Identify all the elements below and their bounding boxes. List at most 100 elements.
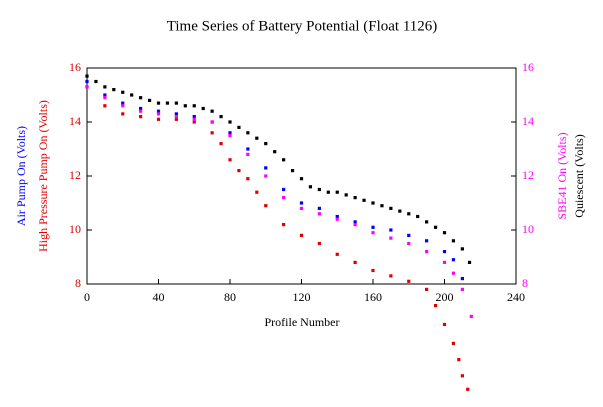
data-point (335, 190, 339, 194)
data-point (451, 239, 456, 243)
data-point (317, 241, 321, 246)
data-point (433, 304, 438, 308)
data-point (299, 233, 304, 237)
data-point (219, 142, 223, 146)
data-point (467, 260, 472, 264)
data-point (210, 109, 214, 113)
data-point (460, 247, 464, 251)
data-point (371, 231, 375, 235)
x-tick-label: 240 (507, 290, 525, 304)
data-point (451, 341, 456, 345)
data-point (416, 214, 420, 219)
data-point (460, 287, 464, 291)
data-point (457, 358, 461, 362)
data-point (228, 131, 232, 135)
data-point (371, 268, 375, 273)
data-point (371, 201, 375, 205)
data-point (290, 169, 295, 173)
data-point (228, 133, 232, 138)
data-point (85, 74, 89, 78)
data-point (121, 101, 125, 105)
data-point (121, 112, 125, 116)
data-point (282, 187, 286, 192)
data-point (228, 158, 232, 162)
data-point (380, 204, 384, 208)
x-axis-label: Profile Number (265, 315, 340, 329)
data-point (433, 225, 438, 229)
x-tick-label: 160 (364, 290, 382, 304)
y-tick-label: 8 (75, 276, 81, 290)
data-point (389, 206, 393, 210)
y2-tick-label: 16 (522, 60, 534, 74)
y-tick-label: 14 (69, 114, 81, 128)
data-point (282, 196, 286, 200)
data-point (219, 115, 223, 119)
data-point (174, 101, 178, 105)
data-point (335, 214, 339, 219)
data-point (273, 150, 277, 154)
data-point (174, 112, 178, 116)
data-point (442, 231, 447, 235)
y2-axis-label: SBE41 On (Volts) (555, 132, 569, 219)
data-point (469, 314, 473, 318)
data-point (308, 185, 313, 189)
data-point (442, 250, 447, 254)
data-point (147, 98, 152, 102)
data-point (156, 109, 161, 113)
y-tick-label: 16 (69, 60, 81, 74)
y2-tick-label: 14 (522, 114, 534, 128)
data-point (264, 142, 268, 146)
data-point (451, 271, 456, 275)
data-point (282, 223, 286, 227)
data-point (255, 136, 259, 140)
y-tick-label: 10 (69, 222, 81, 236)
data-point (389, 274, 393, 278)
data-point (451, 258, 456, 262)
x-tick-label: 40 (153, 290, 165, 304)
data-point (389, 228, 393, 232)
data-point (407, 212, 411, 216)
data-point (139, 106, 143, 111)
data-point (442, 322, 447, 327)
data-point (246, 177, 250, 181)
y-axis-label: Air Pump On (Volts) (14, 126, 28, 226)
x-tick-label: 0 (84, 290, 90, 304)
data-point (85, 79, 89, 84)
data-point (94, 79, 98, 84)
data-point (103, 96, 107, 100)
data-point (442, 260, 447, 264)
data-point (192, 120, 196, 124)
data-point (353, 220, 357, 224)
data-point (237, 169, 241, 173)
data-point (353, 260, 357, 264)
data-point (228, 120, 232, 124)
data-point (282, 158, 286, 162)
x-tick-label: 120 (293, 290, 311, 304)
data-point (246, 152, 250, 156)
data-point (139, 115, 143, 119)
y2-axis-label: Quiescent (Volts) (572, 134, 586, 217)
data-point (407, 241, 411, 246)
data-point (139, 96, 143, 100)
data-point (317, 206, 321, 210)
data-point (326, 190, 330, 194)
data-point (299, 201, 304, 205)
data-point (407, 233, 411, 237)
data-point (237, 125, 241, 129)
data-point (353, 223, 357, 227)
data-point (156, 117, 161, 121)
data-point (389, 236, 393, 240)
data-point (317, 187, 321, 192)
data-point (103, 93, 107, 97)
y-tick-label: 12 (69, 168, 81, 182)
y2-tick-label: 12 (522, 168, 534, 182)
data-point (130, 93, 134, 97)
data-point (255, 190, 259, 194)
data-point (210, 120, 214, 124)
data-point (335, 217, 339, 221)
data-point (353, 196, 357, 200)
data-point (264, 174, 268, 178)
data-point (174, 115, 178, 119)
data-point (121, 90, 125, 94)
